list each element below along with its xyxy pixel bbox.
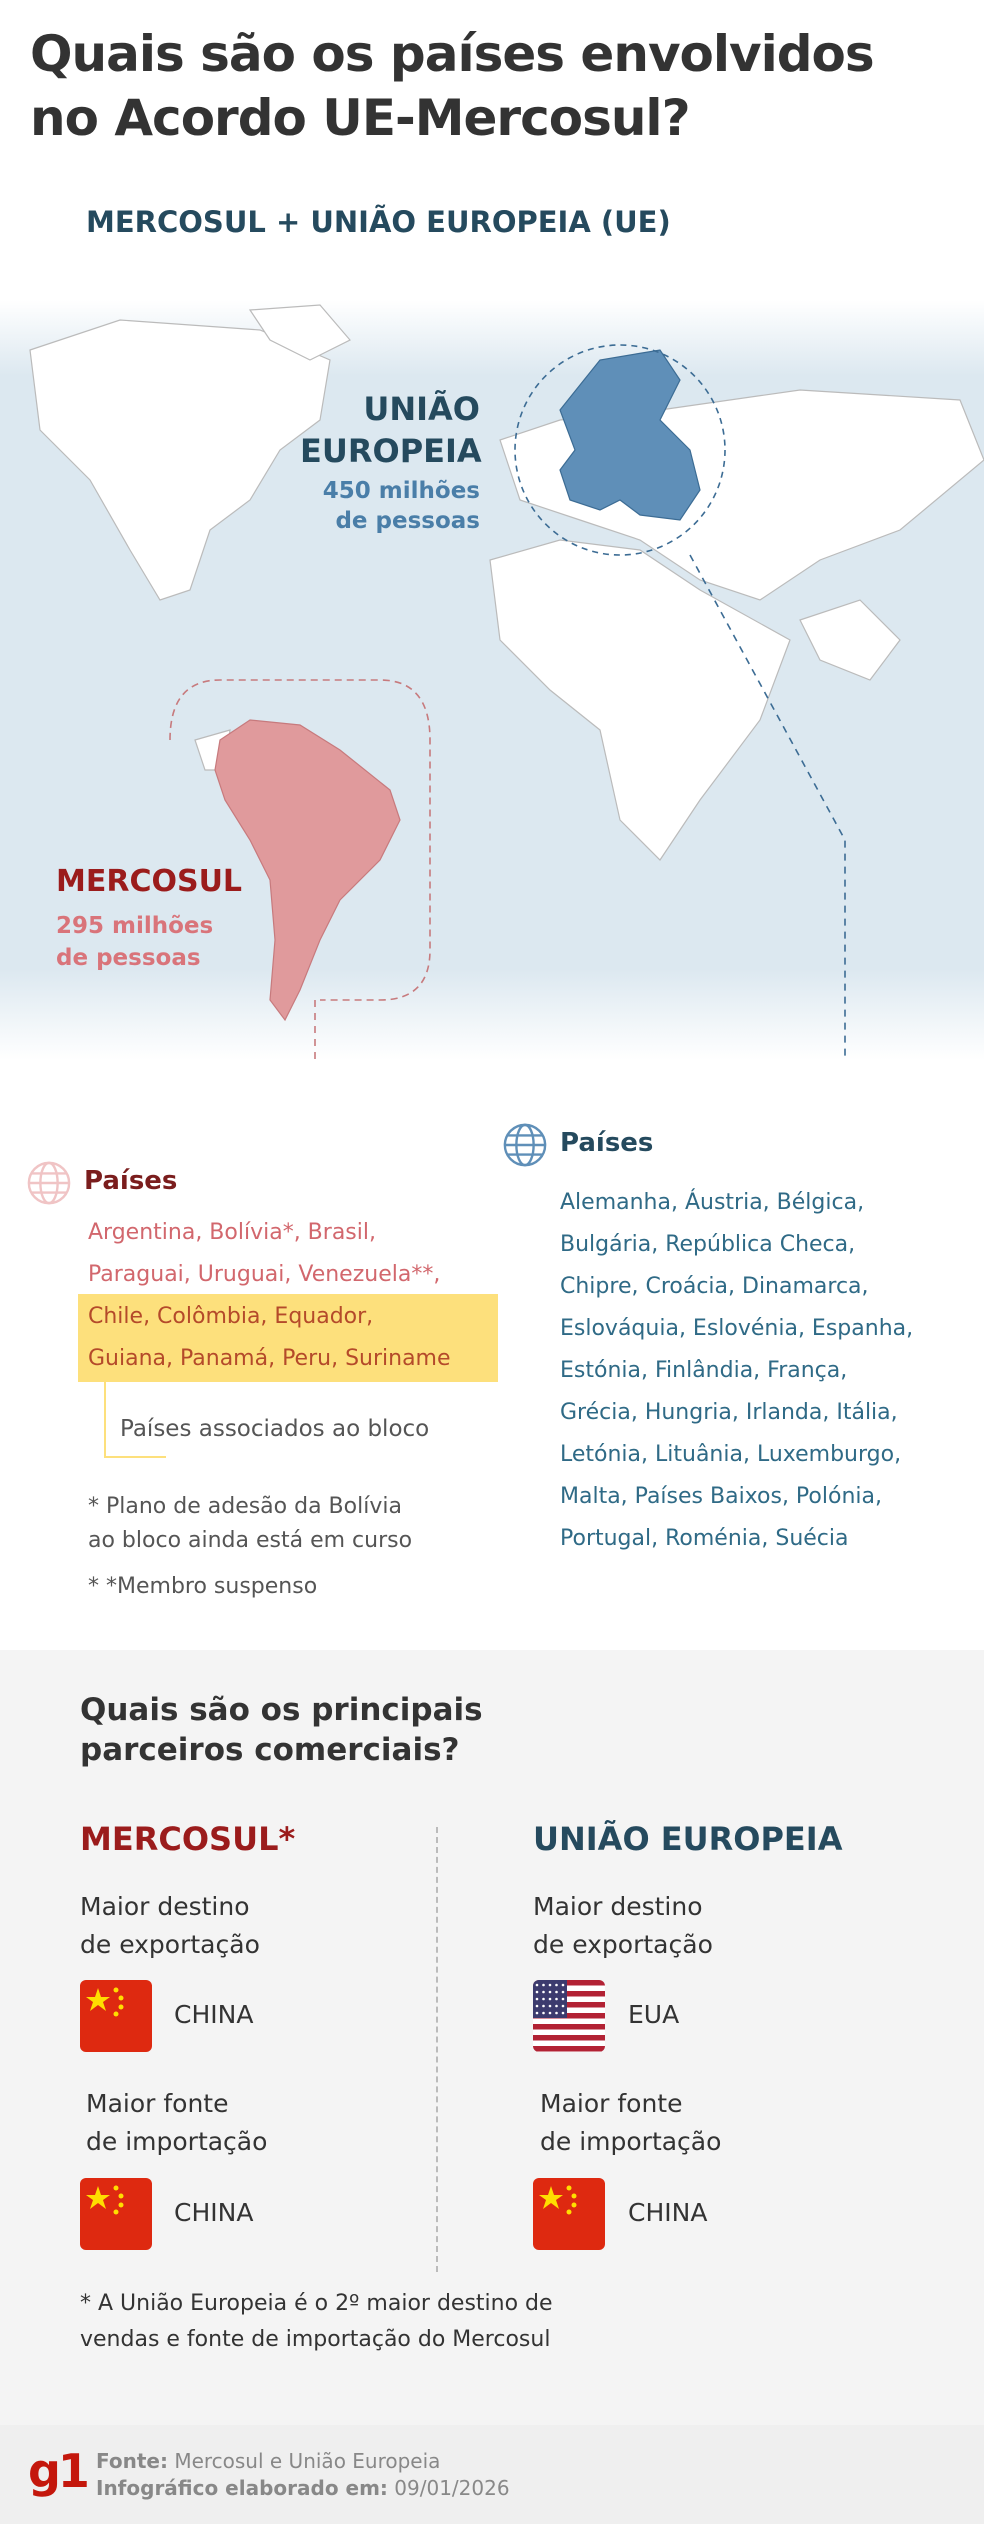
associated-bracket — [104, 1382, 166, 1458]
bolivia-note: * Plano de adesão da Bolívia ao bloco ai… — [88, 1494, 413, 1553]
china-flag — [80, 1980, 152, 2052]
associated-highlight — [78, 1294, 498, 1382]
south-america — [214, 719, 401, 1022]
eu-import-label: Maior fonte de importação — [540, 2089, 722, 2156]
mercosul-population: 295 milhões de pessoas — [56, 913, 214, 971]
column-divider — [436, 1827, 438, 2272]
mercosul-map-label: MERCOSUL — [56, 864, 243, 899]
eu-partners-title: UNIÃO EUROPEIA — [533, 1820, 843, 1858]
world-map — [0, 300, 984, 1060]
europe — [559, 349, 701, 521]
mercosul-member-list: Argentina, Bolívia*, Brasil, Paraguai, U… — [88, 1220, 451, 1371]
mercosul-dashed-box — [169, 679, 431, 1001]
eu-population: 450 milhões de pessoas — [322, 478, 480, 534]
g1-logo: g1 — [28, 2444, 90, 2498]
eu-import-country: CHINA — [628, 2198, 708, 2227]
page-title: Quais são os países envolvidos no Acordo… — [30, 25, 875, 147]
mercosul-export-country: CHINA — [174, 2000, 254, 2029]
partners-note: * A União Europeia é o 2º maior destino … — [80, 2291, 553, 2352]
china-flag — [533, 2178, 605, 2250]
venezuela-note: * *Membro suspenso — [88, 1574, 318, 1599]
mercosul-import-country: CHINA — [174, 2198, 254, 2227]
mercosul-import-label: Maior fonte de importação — [86, 2089, 268, 2156]
eu-export-label: Maior destino de exportação — [533, 1892, 713, 1959]
mercosul-partners-title: MERCOSUL* — [80, 1820, 296, 1858]
usa-flag — [533, 1980, 605, 2052]
globe-icon — [503, 1123, 547, 1167]
globe-icon — [27, 1161, 71, 1205]
china-flag — [80, 2178, 152, 2250]
eu-map-label: UNIÃO EUROPEIA — [300, 390, 482, 470]
eu-export-country: EUA — [628, 2000, 680, 2029]
partners-heading: Quais são os principais parceiros comerc… — [80, 1692, 483, 1768]
eu-member-list: Alemanha, Áustria, Bélgica, Bulgária, Re… — [560, 1190, 914, 1551]
associated-label: Países associados ao bloco — [120, 1416, 430, 1442]
eu-dashed-circle — [514, 344, 726, 556]
map-subtitle: MERCOSUL + UNIÃO EUROPEIA (UE) — [86, 205, 671, 239]
footer — [0, 2425, 984, 2524]
eu-countries-heading: Países — [560, 1128, 654, 1158]
mercosul-export-label: Maior destino de exportação — [80, 1892, 260, 1959]
footer-credits: Fonte: Mercosul e União Europeia Infográ… — [96, 2449, 510, 2500]
mercosul-countries-heading: Países — [84, 1166, 178, 1196]
partners-section — [0, 1650, 984, 2425]
